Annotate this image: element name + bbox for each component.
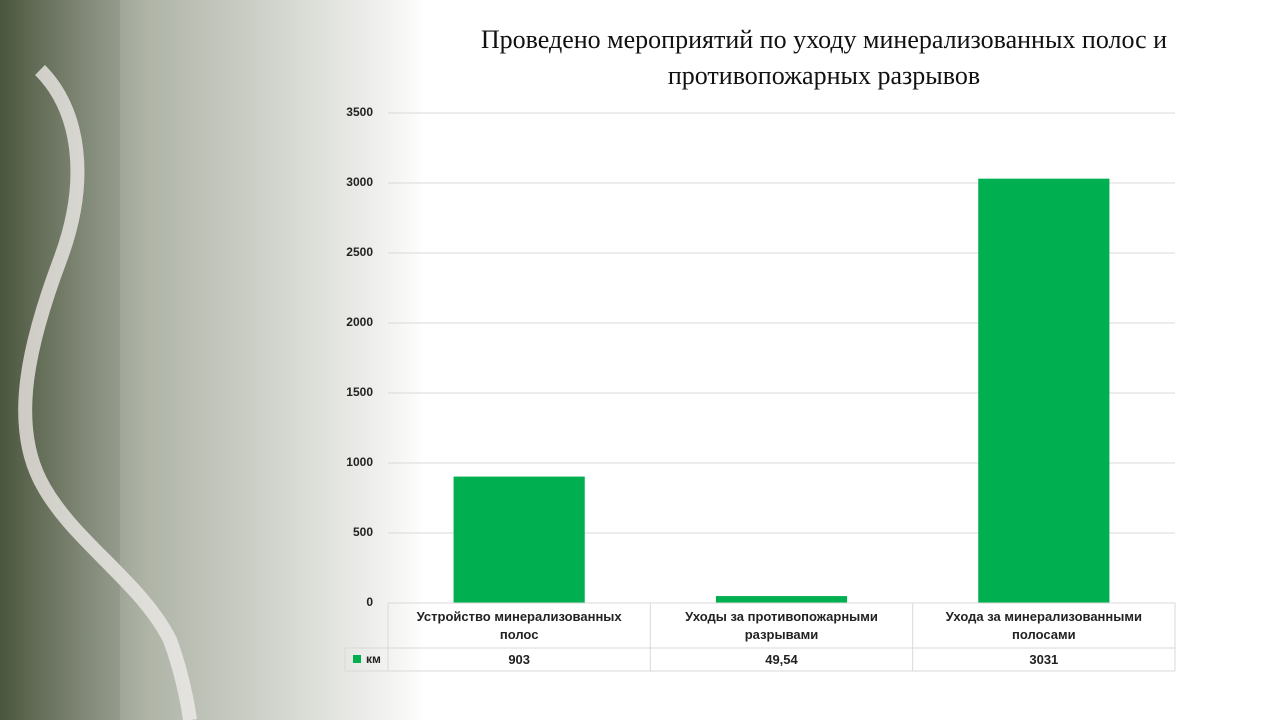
- table-value: 49,54: [765, 651, 798, 667]
- bar: [978, 178, 1110, 603]
- y-tick-label: 1000: [346, 455, 373, 469]
- y-tick-label: 0: [366, 595, 373, 609]
- table-value: 903: [508, 651, 531, 667]
- background-image: [0, 0, 430, 720]
- category-label: Уходы за противопожарными разрывами: [685, 608, 878, 642]
- y-tick-label: 3500: [346, 105, 373, 119]
- y-tick-label: 2000: [346, 315, 373, 329]
- chart-title: Проведено мероприятий по уходу минерализ…: [480, 25, 1168, 90]
- bar: [453, 476, 585, 603]
- category-label: Ухода за минерализованными полосами: [945, 608, 1142, 642]
- legend-label: км: [366, 652, 381, 666]
- bar: [715, 596, 848, 603]
- y-tick-label: 2500: [346, 245, 373, 259]
- y-tick-label: 500: [353, 525, 373, 539]
- legend-swatch: [353, 655, 361, 663]
- y-tick-label: 1500: [346, 385, 373, 399]
- table-value: 3031: [1029, 651, 1059, 667]
- category-label: Устройство минерализованных полос: [416, 608, 622, 642]
- y-tick-label: 3000: [346, 175, 373, 189]
